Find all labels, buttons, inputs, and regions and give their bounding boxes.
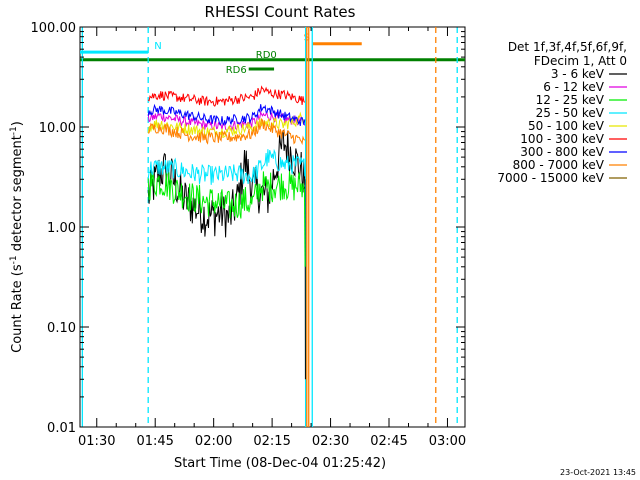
- x-tick-label: 02:45: [370, 434, 407, 449]
- x-tick-label: 01:45: [136, 434, 173, 449]
- y-tick-label: 1.00: [47, 221, 76, 236]
- x-axis-label: Start Time (08-Dec-04 01:25:42): [174, 456, 386, 471]
- legend-label: 50 - 100 keV: [528, 119, 605, 133]
- x-tick-label: 02:15: [253, 434, 290, 449]
- plot-frame: [79, 26, 466, 428]
- series-line: [147, 103, 306, 127]
- series-line: [147, 85, 306, 107]
- y-tick-label: 100.00: [31, 21, 77, 36]
- series-line: [147, 148, 306, 185]
- x-tick-label: 03:00: [429, 434, 466, 449]
- plot-area: [79, 26, 466, 428]
- legend-label: 800 - 7000 keV: [513, 158, 605, 172]
- y-tick-label: 10.00: [39, 121, 76, 136]
- state-bar-label: RD0: [256, 50, 277, 61]
- x-tick-label: 01:30: [78, 434, 115, 449]
- x-tick-label: 02:30: [312, 434, 349, 449]
- series-line: [147, 117, 306, 146]
- legend-label: 6 - 12 keV: [543, 80, 605, 94]
- legend-label: 12 - 25 keV: [536, 93, 605, 107]
- chart-title: RHESSI Count Rates: [205, 3, 356, 21]
- footer-timestamp: 23-Oct-2021 13:45: [560, 468, 636, 477]
- axes: 0.01 0.10 1.00 10.00 100.00 01:30 01:45 02:00 02…: [31, 21, 467, 449]
- y-tick-label: 0.01: [47, 421, 76, 436]
- state-bar-label: N: [154, 41, 161, 52]
- y-axis-label-sup: -1: [9, 126, 19, 135]
- y-axis-label-sup: -1: [9, 255, 19, 264]
- y-axis-label-part: detector segment: [10, 135, 25, 255]
- x-tick-label: 02:00: [195, 434, 232, 449]
- y-axis-label-part: ): [10, 121, 25, 126]
- series-line: [147, 171, 306, 219]
- legend-header-line: FDecim 1, Att 0: [534, 54, 627, 68]
- data-series: [147, 85, 306, 380]
- legend-header-line: Det 1f,3f,4f,5f,6f,9f,: [508, 40, 627, 54]
- y-axis-label: Count Rate (s-1 detector segment-1): [9, 121, 25, 353]
- legend-label: 300 - 800 keV: [520, 145, 604, 159]
- series-drop: [303, 188, 306, 267]
- state-bar-label: RD6: [226, 65, 247, 76]
- instrument-state-bars: NSRD0RD6: [80, 33, 465, 76]
- y-axis-label-part: Count Rate (s: [10, 264, 25, 353]
- series-line: [147, 129, 306, 238]
- event-markers: [81, 27, 458, 427]
- legend-label: 7000 - 15000 keV: [497, 171, 604, 185]
- legend-label: 25 - 50 keV: [536, 106, 605, 120]
- series-line: [147, 111, 306, 139]
- legend-label: 3 - 6 keV: [551, 67, 605, 81]
- legend-label: 100 - 300 keV: [520, 132, 604, 146]
- y-tick-label: 0.10: [47, 321, 76, 336]
- legend: Det 1f,3f,4f,5f,6f,9f, FDecim 1, Att 0 3…: [497, 40, 627, 185]
